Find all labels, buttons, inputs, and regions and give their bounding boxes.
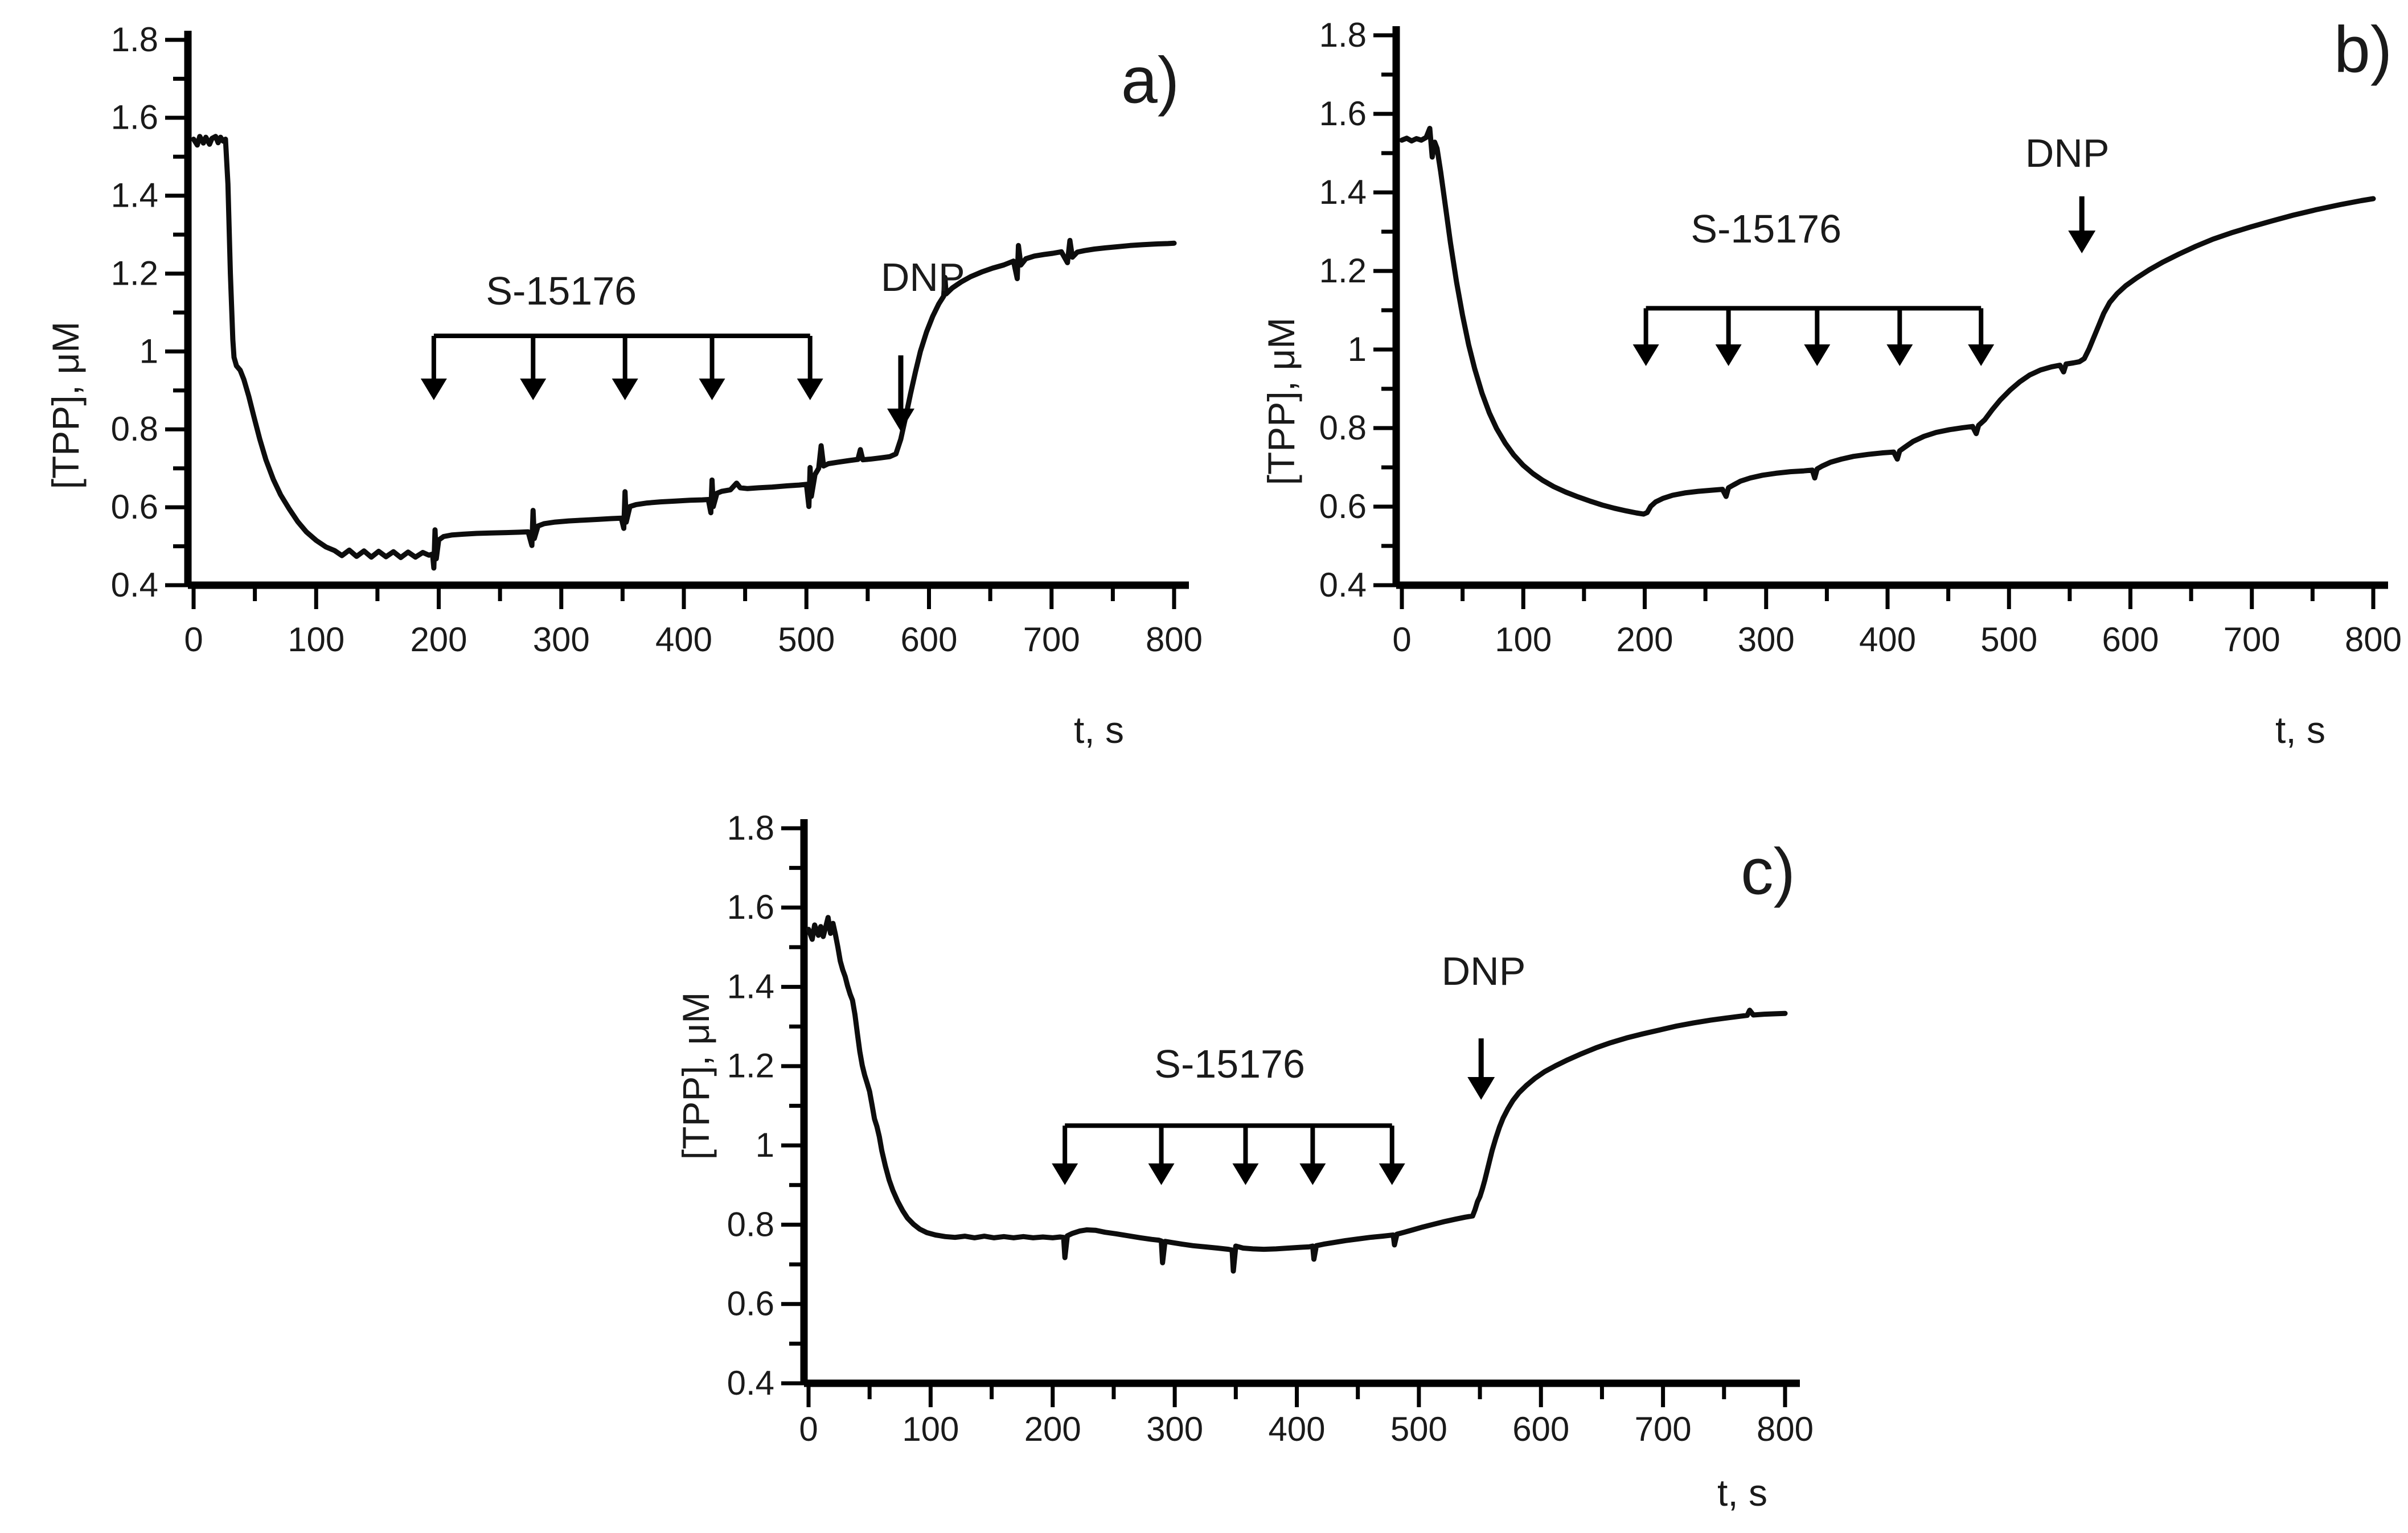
x-tick-label: 300 bbox=[533, 620, 590, 659]
x-tick-label: 500 bbox=[778, 620, 835, 659]
addition-arrowhead-icon bbox=[1886, 344, 1913, 366]
y-tick-label: 1.4 bbox=[1319, 173, 1367, 211]
x-axis-title: t, s bbox=[2275, 709, 2326, 751]
addition-arrowhead-icon bbox=[1379, 1163, 1405, 1185]
x-tick-label: 300 bbox=[1738, 620, 1795, 659]
addition-arrowhead-icon bbox=[612, 378, 638, 400]
y-tick-label: 0.4 bbox=[1319, 566, 1367, 604]
x-tick-label: 600 bbox=[2102, 620, 2159, 659]
additions-label: S-15176 bbox=[1154, 1042, 1305, 1087]
x-tick-label: 800 bbox=[1146, 620, 1203, 659]
x-tick-label: 700 bbox=[2224, 620, 2280, 659]
addition-arrowhead-icon bbox=[1052, 1163, 1078, 1185]
dnp-arrowhead-icon bbox=[1467, 1077, 1495, 1100]
addition-arrowhead-icon bbox=[1804, 344, 1831, 366]
x-tick-label: 600 bbox=[900, 620, 957, 659]
addition-arrowhead-icon bbox=[1148, 1163, 1175, 1185]
y-tick-label: 1.2 bbox=[111, 254, 158, 292]
y-tick-label: 1.4 bbox=[111, 176, 158, 215]
axis-lines bbox=[1392, 26, 2388, 589]
x-axis-title: t, s bbox=[1073, 709, 1125, 751]
x-tick-label: 700 bbox=[1023, 620, 1080, 659]
x-tick-label: 300 bbox=[1146, 1410, 1203, 1448]
panel-b: 0.4 0.6 0.8 1 1.2 1.4 1.6 1.8 0 100 200 300 400 500 60… bbox=[1319, 16, 2402, 659]
x-tick-label: 100 bbox=[1495, 620, 1552, 659]
x-tick-label: 700 bbox=[1635, 1410, 1692, 1448]
x-tick-label: 800 bbox=[2345, 620, 2402, 659]
addition-arrowhead-icon bbox=[1968, 344, 1995, 366]
x-tick-label: 200 bbox=[1024, 1410, 1081, 1448]
y-tick-label: 0.4 bbox=[727, 1364, 774, 1402]
y-tick-label: 1.6 bbox=[727, 888, 774, 926]
x-tick-label: 0 bbox=[1392, 620, 1411, 659]
y-tick-label: 0.8 bbox=[727, 1205, 774, 1243]
panel-letter: c) bbox=[1741, 835, 1795, 909]
panel-letter: a) bbox=[1121, 44, 1180, 117]
x-tick-label: 400 bbox=[655, 620, 712, 659]
addition-arrowhead-icon bbox=[1232, 1163, 1259, 1185]
x-tick-label: 200 bbox=[1616, 620, 1673, 659]
y-tick-label: 0.8 bbox=[1319, 409, 1367, 447]
addition-arrowhead-icon bbox=[797, 378, 823, 400]
x-tick-label: 600 bbox=[1512, 1410, 1569, 1448]
panel-letter: b) bbox=[2333, 13, 2393, 87]
tpp-trace-line bbox=[806, 915, 1788, 1274]
y-tick-label: 1.4 bbox=[727, 967, 774, 1005]
dnp-arrowhead-icon bbox=[887, 408, 914, 431]
addition-arrowhead-icon bbox=[1715, 344, 1742, 366]
addition-arrowhead-icon bbox=[520, 378, 547, 400]
y-tick-label: 0.6 bbox=[1319, 487, 1367, 525]
axis-lines bbox=[184, 31, 1189, 589]
tpp-trace-line bbox=[191, 134, 1177, 571]
uncoupler-label: DNP bbox=[1441, 948, 1526, 993]
y-tick-label: 1.2 bbox=[1319, 252, 1367, 290]
x-tick-label: 200 bbox=[410, 620, 467, 659]
addition-arrowhead-icon bbox=[1632, 344, 1659, 366]
y-axis-title: [TPP], μM bbox=[1260, 317, 1302, 486]
axis-lines bbox=[800, 819, 1800, 1387]
x-tick-label: 100 bbox=[288, 620, 344, 659]
y-tick-label: 0.6 bbox=[111, 488, 158, 526]
y-axis-title: [TPP], μM bbox=[44, 321, 87, 490]
panel-a: 0.4 0.6 0.8 1 1.2 1.4 1.6 1.8 0 100 200 300 400 500 60… bbox=[111, 20, 1203, 659]
y-tick-label: 0.4 bbox=[111, 566, 158, 604]
y-tick-label: 1 bbox=[140, 332, 158, 370]
additions-label: S-15176 bbox=[1691, 207, 1842, 252]
x-tick-label: 0 bbox=[184, 620, 203, 659]
y-tick-label: 1 bbox=[1348, 330, 1367, 368]
x-tick-label: 100 bbox=[902, 1410, 959, 1448]
uncoupler-label: DNP bbox=[2025, 131, 2110, 175]
y-tick-label: 1.8 bbox=[727, 809, 774, 847]
x-tick-label: 0 bbox=[799, 1410, 818, 1448]
x-tick-label: 500 bbox=[1980, 620, 2037, 659]
tpp-trace-line bbox=[1399, 126, 2376, 517]
y-axis-title: [TPP], μM bbox=[675, 992, 717, 1160]
y-tick-label: 1.2 bbox=[727, 1047, 774, 1085]
y-tick-label: 1.6 bbox=[1319, 94, 1367, 133]
additions-label: S-15176 bbox=[486, 269, 637, 314]
addition-arrowhead-icon bbox=[1299, 1163, 1326, 1185]
x-tick-label: 400 bbox=[1268, 1410, 1325, 1448]
y-tick-label: 1.8 bbox=[1319, 16, 1367, 54]
dnp-arrowhead-icon bbox=[2068, 230, 2096, 253]
y-tick-label: 0.6 bbox=[727, 1285, 774, 1323]
y-tick-label: 1.8 bbox=[111, 20, 158, 59]
uncoupler-label: DNP bbox=[880, 255, 965, 300]
y-tick-label: 1 bbox=[756, 1126, 774, 1164]
x-axis-title: t, s bbox=[1717, 1472, 1768, 1514]
panel-c: 0.4 0.6 0.8 1 1.2 1.4 1.6 1.8 0 100 200 300 400 500 60… bbox=[727, 809, 1814, 1448]
x-tick-label: 400 bbox=[1859, 620, 1916, 659]
y-tick-label: 0.8 bbox=[111, 410, 158, 448]
x-tick-label: 500 bbox=[1390, 1410, 1447, 1448]
x-tick-label: 800 bbox=[1757, 1410, 1814, 1448]
addition-arrowhead-icon bbox=[699, 378, 725, 400]
y-tick-label: 1.6 bbox=[111, 98, 158, 137]
addition-arrowhead-icon bbox=[420, 378, 447, 400]
